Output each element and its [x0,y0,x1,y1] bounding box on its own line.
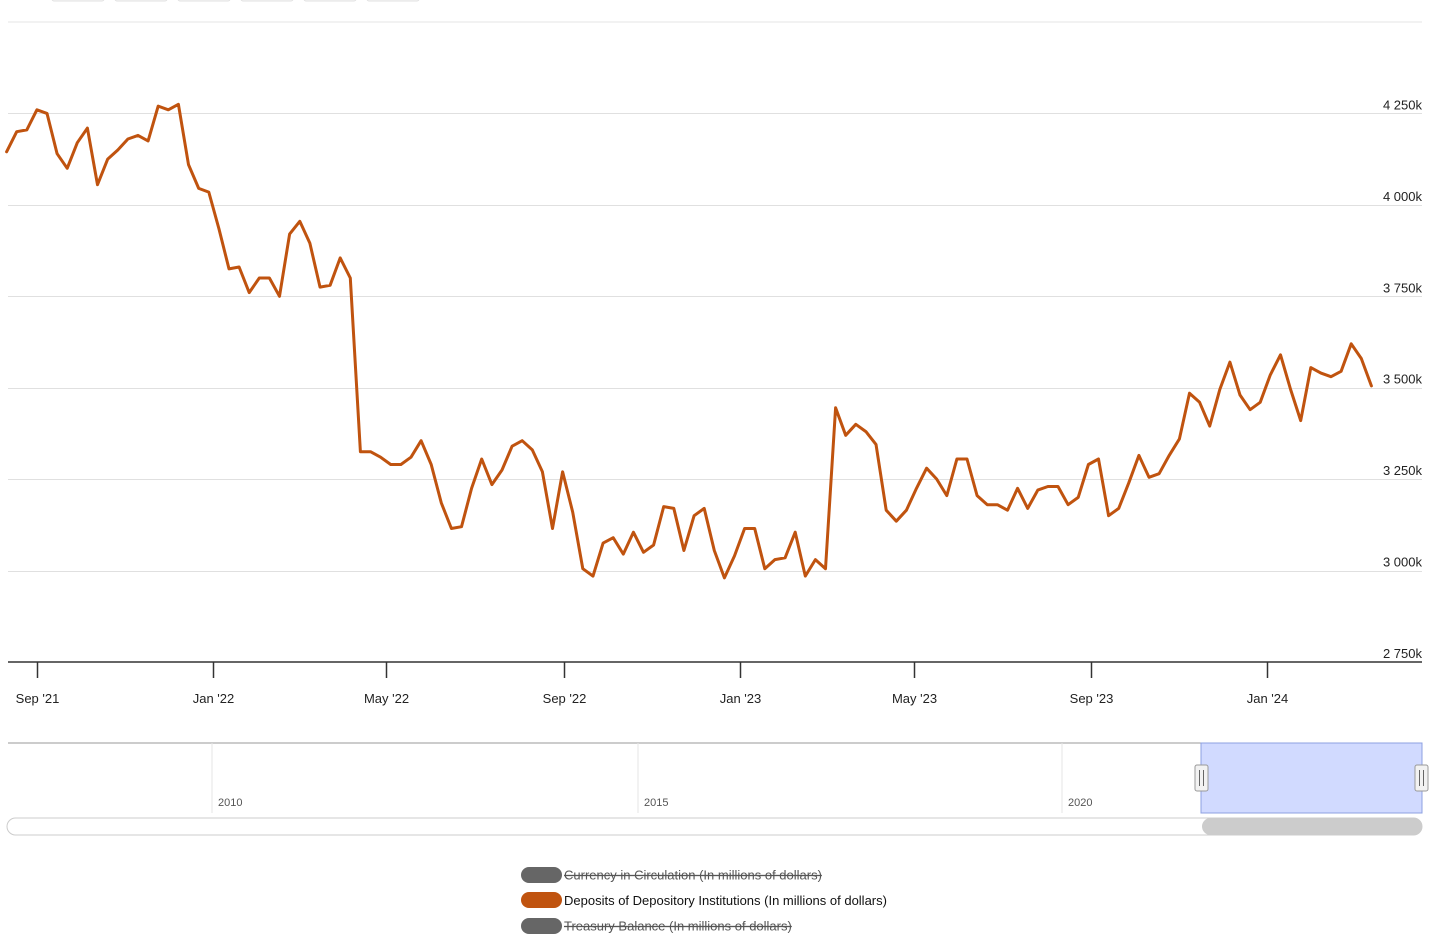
range-button[interactable] [51,0,105,2]
navigator-left-handle[interactable] [1194,764,1209,792]
legend-item-currency[interactable]: Currency in Circulation (In millions of … [521,867,822,883]
x-tick-label: Sep '21 [16,691,60,706]
navigator-year-label: 2015 [644,797,668,809]
range-button[interactable] [366,0,420,2]
y-tick-label: 4 250k [1383,97,1423,112]
legend-label: Currency in Circulation (In millions of … [564,868,822,883]
legend-swatch [521,867,562,883]
legend-item-treasury[interactable]: Treasury Balance (In millions of dollars… [521,918,792,934]
range-button[interactable] [177,0,231,2]
x-tick-label: Jan '23 [720,691,762,706]
x-tick-label: May '22 [364,691,409,706]
range-selector [51,0,420,2]
navigator: 2010 2015 2020 [6,742,1429,836]
navigator-right-handle[interactable] [1414,764,1429,792]
navigator-selected-range[interactable] [1200,742,1423,814]
navigator-background [8,743,1422,813]
range-button[interactable] [303,0,357,2]
y-tick-label: 3 000k [1383,555,1423,570]
scrollbar-thumb[interactable] [1202,818,1422,835]
x-tick-label: Jan '22 [193,691,235,706]
legend-swatch [521,892,562,908]
y-gridlines [8,113,1422,572]
x-axis-labels: Sep '21 Jan '22 May '22 Sep '22 Jan '23 May '… [16,691,1289,706]
legend-item-deposits[interactable]: Deposits of Depository Institutions (In … [521,892,887,908]
range-button[interactable] [240,0,294,2]
y-tick-label: 3 250k [1383,463,1423,478]
x-tick-label: May '23 [892,691,937,706]
y-tick-label: 2 750k [1383,646,1423,661]
y-tick-label: 4 000k [1383,189,1423,204]
x-tick-label: Sep '23 [1070,691,1114,706]
x-axis-ticks [36,662,1269,678]
range-button[interactable] [114,0,168,2]
legend-label: Deposits of Depository Institutions (In … [564,893,887,908]
legend: Currency in Circulation (In millions of … [521,867,887,934]
navigator-year-label: 2010 [218,797,242,809]
series-line-deposits[interactable] [5,102,1373,580]
x-tick-label: Sep '22 [543,691,587,706]
y-tick-label: 3 750k [1383,280,1423,295]
series-layer [5,102,1373,580]
y-tick-label: 3 500k [1383,372,1423,387]
legend-swatch [521,918,562,934]
navigator-year-label: 2020 [1068,797,1092,809]
y-axis-labels: 2 750k 3 000k 3 250k 3 500k 3 750k 4 000k 4 25… [1383,97,1423,661]
legend-label: Treasury Balance (In millions of dollars… [564,919,792,934]
x-tick-label: Jan '24 [1247,691,1289,706]
